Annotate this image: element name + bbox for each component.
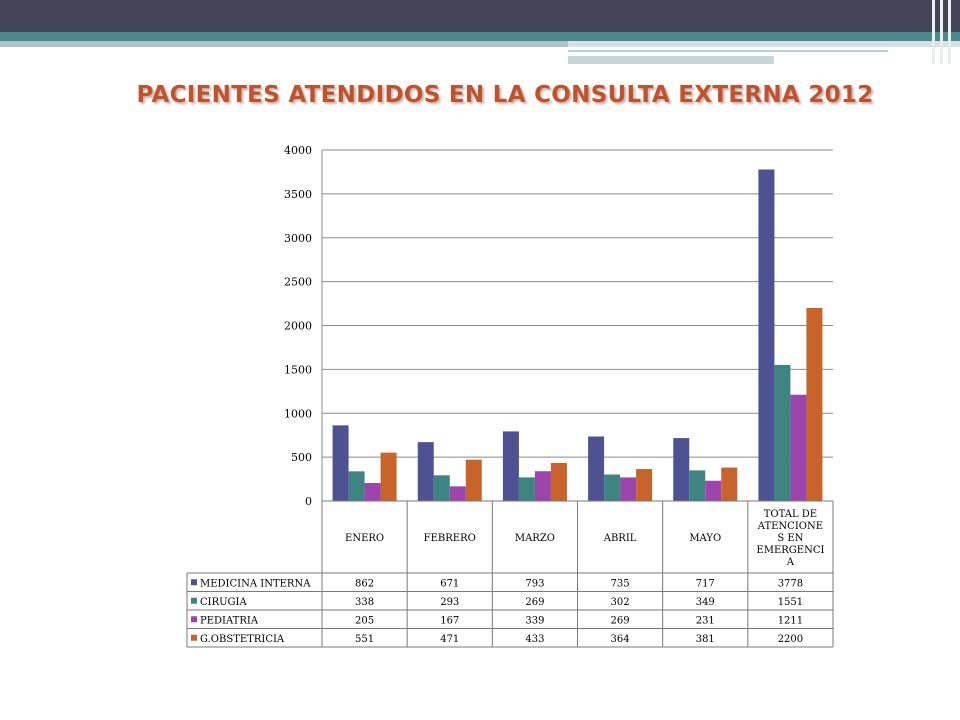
bar <box>774 364 791 501</box>
data-label: 433 <box>525 634 544 645</box>
bar <box>588 436 605 501</box>
legend-key <box>191 634 197 641</box>
data-label: 1211 <box>778 615 803 626</box>
legend-key <box>191 579 197 586</box>
data-label: 338 <box>355 597 374 608</box>
legend-entry: MEDICINA INTERNA <box>200 578 311 589</box>
data-label: 381 <box>696 634 715 645</box>
data-label: 269 <box>525 597 544 608</box>
bar <box>689 470 706 501</box>
category-label: EMERGENCI <box>756 545 824 556</box>
y-tick-label: 1000 <box>284 407 312 420</box>
data-label: 735 <box>611 578 630 589</box>
data-label: 471 <box>440 634 459 645</box>
header-band-dark <box>0 0 960 32</box>
category-label: ABRIL <box>603 533 637 544</box>
y-tick-label: 1500 <box>284 363 312 376</box>
data-label: 717 <box>696 578 715 589</box>
data-label: 293 <box>440 597 459 608</box>
bar <box>705 480 722 501</box>
legend-key <box>191 616 197 623</box>
data-label: 793 <box>525 578 544 589</box>
data-label: 349 <box>696 597 715 608</box>
bar <box>380 452 397 501</box>
category-label: MAYO <box>689 533 721 544</box>
data-label: 339 <box>525 615 544 626</box>
category-label: A <box>786 557 795 568</box>
bar <box>550 463 567 501</box>
bar <box>364 483 381 501</box>
slide-title: PACIENTES ATENDIDOS EN LA CONSULTA EXTER… <box>136 82 874 108</box>
header-rule-2 <box>568 56 774 64</box>
bar <box>620 477 637 501</box>
bar <box>806 307 823 501</box>
header-band-light <box>0 41 568 47</box>
bar <box>417 442 434 501</box>
y-tick-label: 500 <box>291 451 312 464</box>
legend-entry: CIRUGIA <box>200 597 247 608</box>
header-band-light-right <box>568 41 960 47</box>
data-label: 3778 <box>778 578 803 589</box>
data-label: 862 <box>355 578 374 589</box>
bar <box>502 431 519 501</box>
y-tick-label: 4000 <box>284 144 312 157</box>
category-label: FEBRERO <box>424 533 476 544</box>
bar <box>348 471 365 501</box>
y-tick-label: 2500 <box>284 276 312 289</box>
category-label: S EN <box>777 533 803 544</box>
bar <box>673 438 690 501</box>
data-label: 1551 <box>778 597 803 608</box>
data-label: 269 <box>611 615 630 626</box>
data-label: 2200 <box>778 634 803 645</box>
bar <box>534 471 551 501</box>
bar <box>433 475 450 501</box>
header-edge-line <box>932 0 935 64</box>
category-label: MARZO <box>515 533 555 544</box>
bar <box>636 469 653 501</box>
bar <box>790 394 807 501</box>
bar <box>518 477 535 501</box>
header-edge-line <box>940 0 943 64</box>
data-label: 302 <box>611 597 630 608</box>
bar <box>758 169 775 501</box>
legend-entry: PEDIATRIA <box>200 615 259 626</box>
legend-key <box>191 597 197 604</box>
category-label: ENERO <box>345 533 384 544</box>
bar <box>721 467 738 501</box>
category-label: ATENCIONE <box>757 521 823 532</box>
bar <box>604 474 621 501</box>
y-tick-label: 2000 <box>284 320 312 333</box>
data-label: 231 <box>696 615 715 626</box>
header-band-teal <box>0 32 960 41</box>
bar <box>465 459 482 501</box>
y-tick-label: 0 <box>305 495 312 508</box>
data-label: 364 <box>611 634 630 645</box>
data-label: 551 <box>355 634 374 645</box>
data-label: 205 <box>355 615 374 626</box>
header-edge-line <box>948 0 951 64</box>
bar <box>449 486 466 501</box>
category-label: TOTAL DE <box>764 509 817 520</box>
bar <box>332 425 349 501</box>
header-rule-1 <box>568 50 888 52</box>
legend-entry: G.OBSTETRICIA <box>200 634 285 645</box>
data-label: 671 <box>440 578 459 589</box>
y-tick-label: 3000 <box>284 232 312 245</box>
y-tick-label: 3500 <box>284 188 312 201</box>
data-label: 167 <box>440 615 459 626</box>
